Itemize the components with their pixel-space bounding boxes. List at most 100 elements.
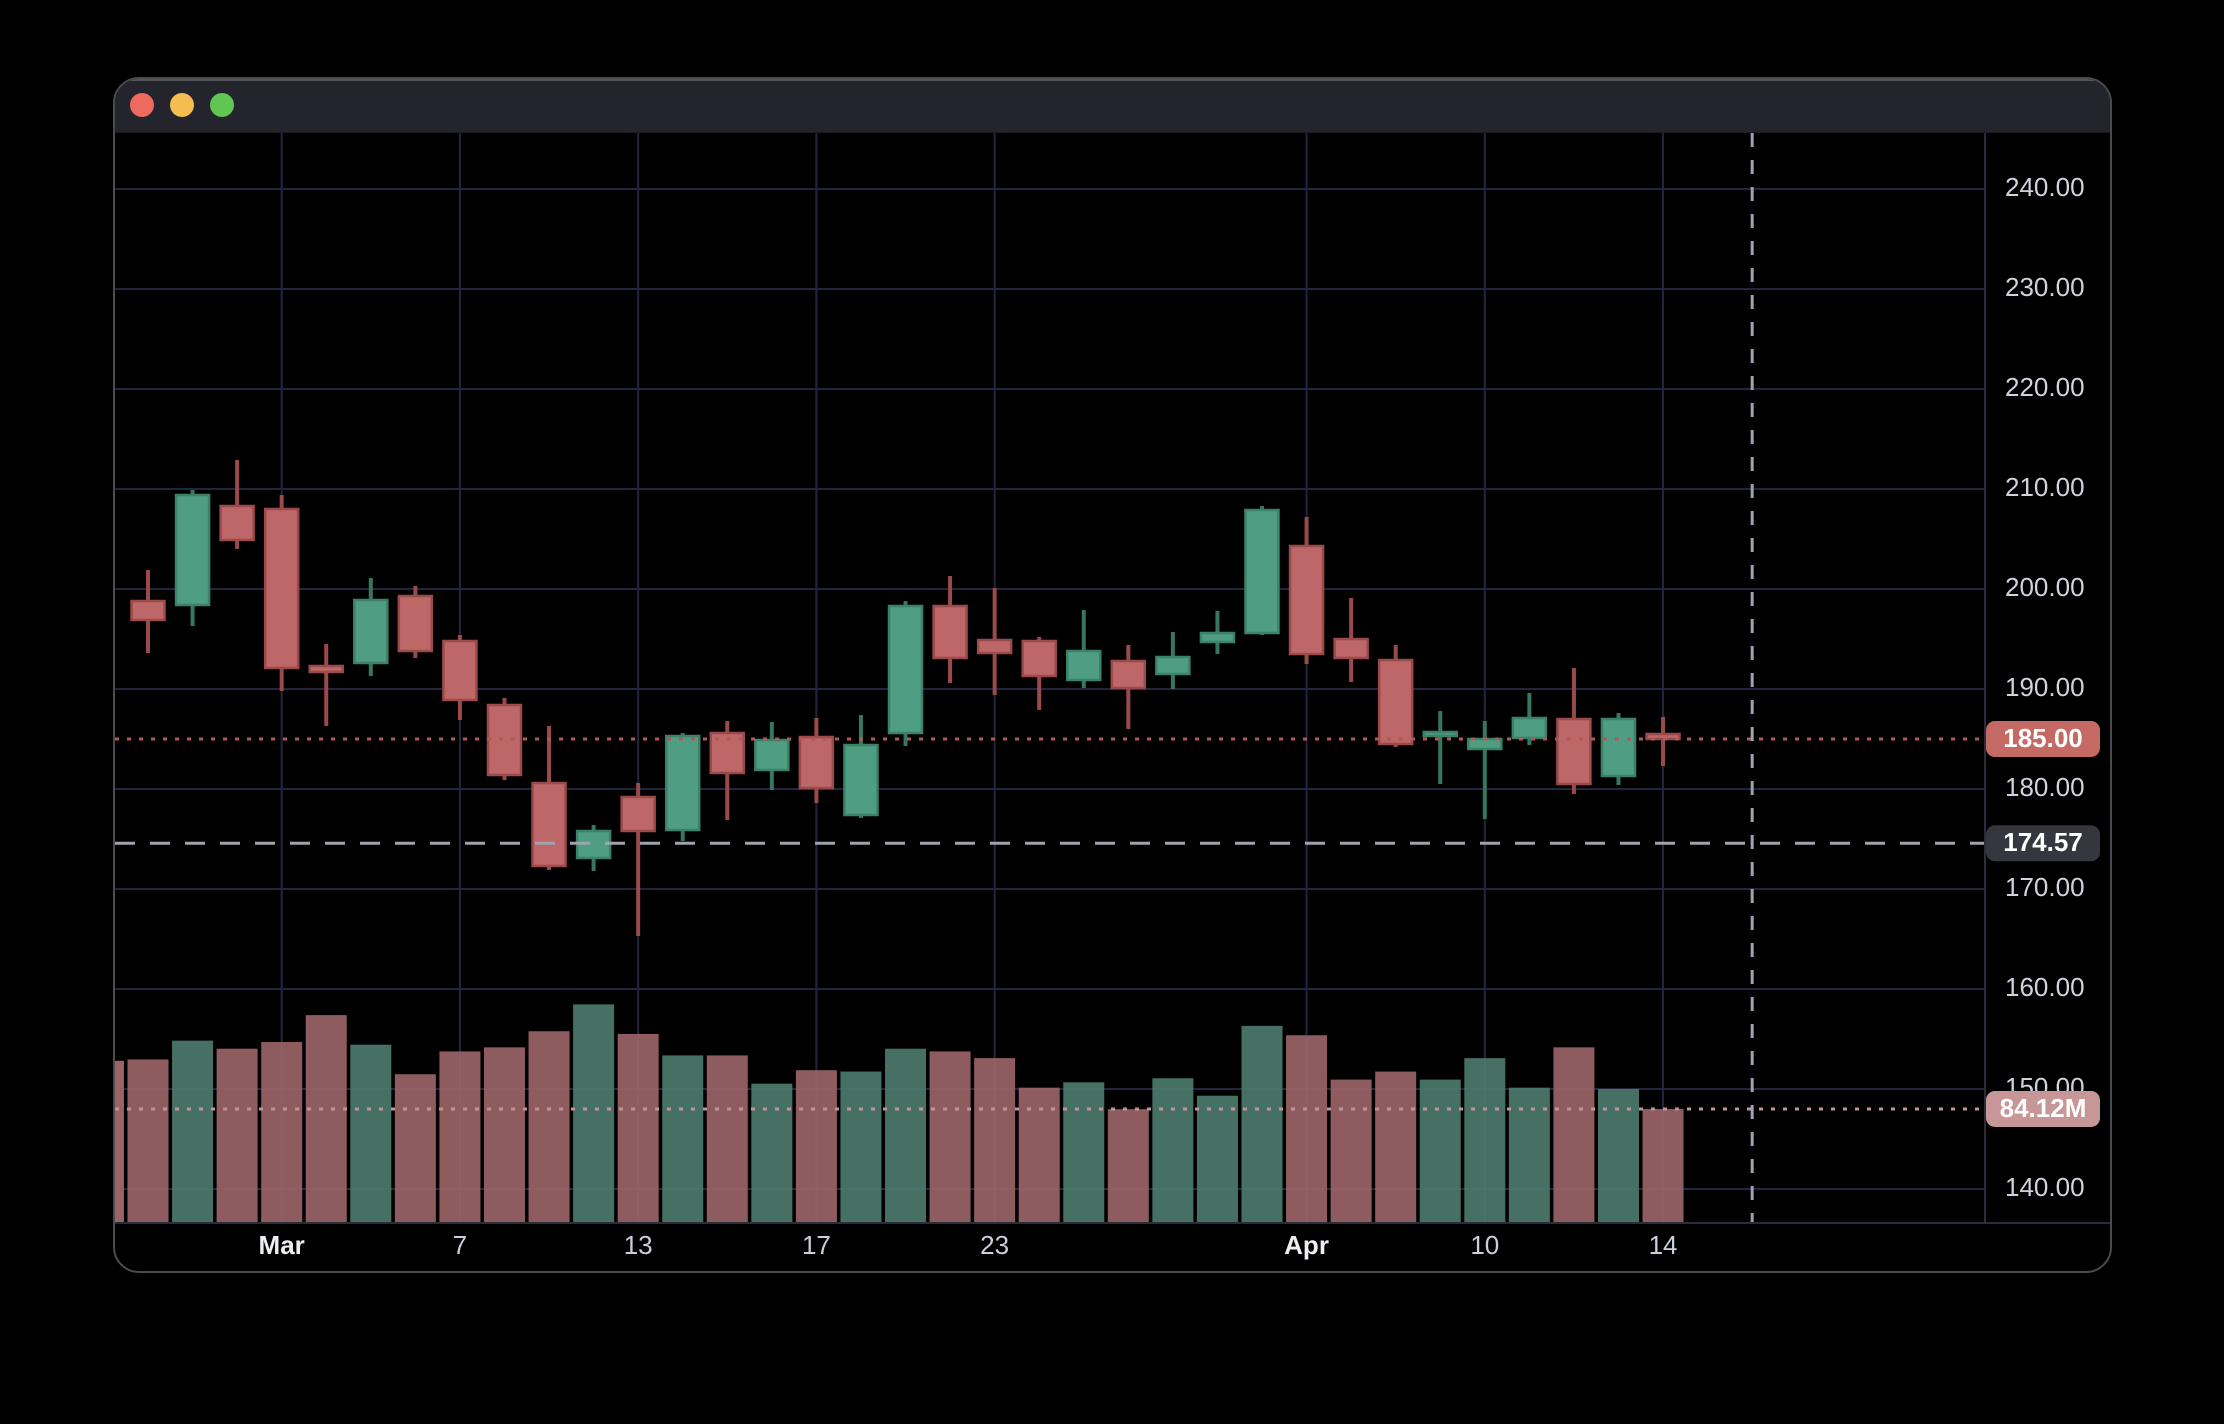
volume-bar xyxy=(483,1047,525,1222)
volume-bar xyxy=(528,1031,570,1222)
axis-badge-last-volume: 84.12M xyxy=(1986,1090,2100,1127)
time-tick-label: 10 xyxy=(1470,1230,1499,1260)
volume-bar xyxy=(439,1051,481,1222)
candle-body xyxy=(531,781,567,868)
volume-bar xyxy=(1464,1058,1506,1222)
volume-bar xyxy=(1196,1095,1238,1222)
volume-bar xyxy=(1152,1078,1194,1222)
candle-body xyxy=(1021,639,1057,678)
candle-body xyxy=(1422,730,1458,738)
time-tick-label: Mar xyxy=(259,1230,305,1260)
volume-bar xyxy=(1241,1025,1283,1222)
window-titlebar[interactable] xyxy=(115,79,2110,133)
volume-bar xyxy=(1330,1079,1372,1222)
price-tick-label: 210.00 xyxy=(2005,472,2085,502)
price-tick-label: 140.00 xyxy=(2005,1172,2085,1202)
time-tick-label: 14 xyxy=(1649,1230,1678,1260)
candle-body xyxy=(1511,716,1548,740)
close-button[interactable] xyxy=(130,93,154,117)
candle-body xyxy=(754,738,790,772)
candle-body xyxy=(1377,658,1414,746)
candle-body xyxy=(1333,637,1369,660)
candle-body xyxy=(1600,717,1637,778)
time-axis[interactable]: Mar 7 13 17 23 Apr 10 14 xyxy=(259,1230,1678,1260)
price-tick-label: 170.00 xyxy=(2005,872,2085,902)
axis-badge-crosshair-price: 174.57 xyxy=(1986,825,2100,862)
volume-bar xyxy=(1063,1082,1105,1222)
price-tick-label: 200.00 xyxy=(2005,572,2085,602)
volume-bar xyxy=(974,1058,1016,1222)
volume-bar xyxy=(573,1004,615,1222)
candle-body xyxy=(1066,649,1102,682)
minimize-button[interactable] xyxy=(170,93,194,117)
volume-bar xyxy=(127,1059,169,1222)
axis-badge-bg xyxy=(1986,1090,2100,1127)
price-tick-label: 190.00 xyxy=(2005,672,2085,702)
volume-bar xyxy=(350,1044,392,1222)
candle-body xyxy=(397,594,434,653)
time-tick-label: 7 xyxy=(453,1230,467,1260)
candle-body xyxy=(798,735,835,790)
axis-badge-bg xyxy=(1986,721,2100,757)
price-tick-label: 180.00 xyxy=(2005,772,2085,802)
chart-window: 240.00 230.00 220.00 210.00 200.00 190.00 180.… xyxy=(113,77,2112,1273)
volume-bar xyxy=(1286,1035,1328,1222)
price-tick-label: 230.00 xyxy=(2005,272,2085,302)
price-tick-label: 240.00 xyxy=(2005,172,2085,202)
time-tick-label: Apr xyxy=(1284,1230,1329,1260)
volume-bar xyxy=(840,1071,882,1222)
candle-body xyxy=(887,604,924,735)
price-tick-label: 160.00 xyxy=(2005,972,2085,1002)
candle-body xyxy=(1155,655,1191,676)
axis-badge-last-price: 185.00 xyxy=(1986,721,2100,757)
volume-bar xyxy=(617,1033,659,1222)
candle-body xyxy=(976,638,1013,655)
volume-bar xyxy=(261,1041,303,1222)
volume-bar xyxy=(1642,1108,1684,1222)
zoom-button[interactable] xyxy=(210,93,234,117)
candle-body xyxy=(932,604,968,660)
candle-body xyxy=(442,639,478,702)
volume-bar xyxy=(305,1015,347,1222)
candle-body xyxy=(219,504,255,542)
candlestick-chart-surface[interactable]: 240.00 230.00 220.00 210.00 200.00 190.00 180.… xyxy=(115,133,2110,1271)
candle-body xyxy=(664,734,701,832)
volume-bar xyxy=(172,1040,214,1222)
volume-bar xyxy=(1419,1079,1461,1222)
time-tick-label: 13 xyxy=(624,1230,653,1260)
time-tick-label: 23 xyxy=(980,1230,1009,1260)
axis-badge-bg xyxy=(1986,825,2100,862)
candle-body xyxy=(353,598,389,665)
candle-body xyxy=(843,743,879,817)
volume-bar xyxy=(751,1083,793,1222)
candle-body xyxy=(1244,508,1280,635)
volume-bar xyxy=(662,1055,704,1222)
volume-bar xyxy=(929,1051,971,1222)
volume-bar xyxy=(885,1048,927,1222)
volume-bar xyxy=(1107,1109,1149,1222)
volume-bar xyxy=(706,1055,748,1222)
volume-bar xyxy=(216,1048,258,1222)
axis-badge-label: 84.12M xyxy=(2000,1093,2087,1123)
candle-body xyxy=(620,795,656,833)
candle-body xyxy=(263,507,300,670)
time-tick-label: 17 xyxy=(802,1230,831,1260)
candle-body xyxy=(174,493,211,607)
axis-badge-label: 174.57 xyxy=(2003,827,2083,857)
volume-bar xyxy=(795,1070,837,1222)
candle-body xyxy=(308,664,344,674)
candle-body xyxy=(1556,717,1592,786)
volume-bar xyxy=(394,1074,436,1222)
volume-bar xyxy=(1597,1089,1639,1222)
price-axis[interactable]: 240.00 230.00 220.00 210.00 200.00 190.00 180.… xyxy=(2005,172,2085,1202)
candle-body xyxy=(486,703,523,777)
candle-body xyxy=(130,599,166,622)
candle-body xyxy=(1288,544,1325,656)
price-tick-label: 220.00 xyxy=(2005,372,2085,402)
volume-bar xyxy=(1375,1071,1417,1222)
volume-bar xyxy=(115,1060,124,1222)
candle-body xyxy=(1199,631,1236,644)
volume-bar xyxy=(1553,1047,1595,1222)
candle-body xyxy=(1110,659,1147,690)
axis-badge-label: 185.00 xyxy=(2003,723,2083,753)
